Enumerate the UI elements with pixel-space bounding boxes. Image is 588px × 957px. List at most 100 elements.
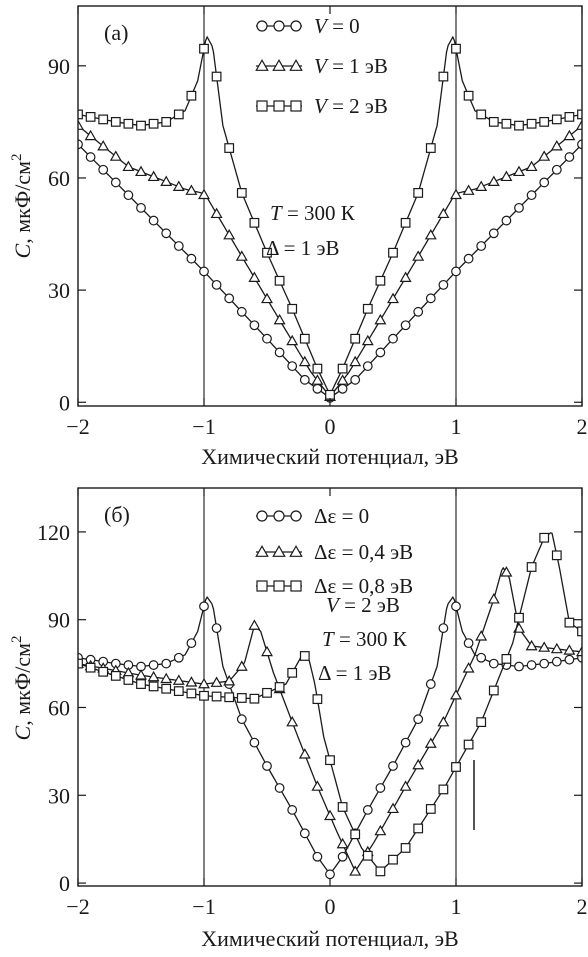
series-line: [78, 125, 582, 398]
data-point-square: [388, 247, 398, 258]
data-point-circle: [476, 241, 487, 251]
data-point-circle: [161, 228, 172, 239]
x-tick-label: −2: [66, 414, 89, 439]
data-point-triangle: [261, 645, 273, 657]
data-point-square: [262, 247, 272, 258]
x-tick-label: −2: [66, 894, 89, 919]
vertical-lines: [203, 6, 457, 406]
data-point-triangle: [538, 150, 551, 161]
y-tick-label: 120: [37, 520, 70, 545]
data-point-square: [173, 686, 184, 696]
data-point-circle: [186, 253, 197, 264]
data-point-triangle: [500, 566, 513, 577]
data-point-circle: [551, 164, 562, 175]
data-point-triangle: [272, 59, 286, 71]
data-point-triangle: [500, 170, 513, 182]
data-point-triangle: [172, 674, 185, 685]
series-square: [78, 532, 582, 877]
data-point-square: [78, 658, 83, 669]
plot-area: [78, 35, 582, 403]
data-point-triangle: [450, 689, 462, 700]
data-point-triangle: [311, 374, 324, 385]
data-point-square: [123, 118, 134, 129]
data-point-triangle: [424, 737, 437, 748]
data-point-circle: [451, 601, 461, 612]
data-point-square: [256, 580, 268, 592]
data-point-circle: [514, 202, 524, 213]
data-point-circle: [514, 661, 524, 672]
data-point-triangle: [412, 250, 425, 261]
annotation: V = 2 эВ: [326, 593, 400, 617]
data-point-triangle: [563, 644, 576, 655]
data-point-circle: [388, 333, 398, 344]
data-point-circle: [501, 215, 512, 226]
data-point-circle: [375, 347, 386, 358]
data-point-square: [299, 651, 310, 661]
x-axis-label: Химический потенциал, эВ: [201, 444, 458, 469]
data-point-circle: [312, 851, 323, 862]
data-point-circle: [539, 177, 550, 188]
data-point-circle: [148, 660, 159, 670]
data-point-circle: [110, 177, 121, 188]
data-point-triangle: [223, 228, 236, 240]
data-point-triangle: [513, 165, 525, 177]
data-point-triangle: [286, 715, 299, 727]
data-point-square: [476, 109, 487, 120]
data-point-circle: [274, 783, 285, 793]
axis-ticks: −2 −1 0 1 2 0 30 60 90: [48, 6, 588, 439]
data-point-triangle: [387, 292, 399, 304]
data-point-circle: [249, 320, 260, 331]
data-point-square: [476, 717, 487, 728]
data-point-circle: [299, 374, 310, 385]
data-point-triangle: [311, 780, 324, 791]
annotation: T = 300 К: [270, 201, 356, 225]
data-point-triangle: [198, 188, 210, 200]
data-point-square: [148, 118, 159, 129]
data-point-square: [123, 675, 134, 685]
data-point-circle: [274, 347, 285, 358]
data-point-triangle: [172, 180, 185, 191]
data-point-square: [362, 850, 373, 861]
data-point-circle: [85, 152, 96, 162]
data-point-square: [236, 188, 247, 198]
x-tick-label: −1: [192, 894, 215, 919]
data-point-triangle: [374, 824, 387, 836]
data-point-circle: [413, 714, 424, 725]
data-point-triangle: [563, 129, 576, 141]
y-axis-label: C, мкФ/см2: [9, 636, 35, 741]
data-point-circle: [287, 361, 298, 372]
legend-label: V = 0: [314, 14, 360, 38]
data-point-circle: [425, 293, 436, 304]
data-point-square: [438, 71, 449, 82]
data-point-triangle: [374, 313, 387, 325]
data-point-triangle: [361, 334, 374, 346]
data-point-square: [98, 114, 109, 125]
data-point-circle: [256, 510, 268, 522]
series-square: [78, 35, 582, 400]
data-point-circle: [337, 851, 348, 862]
data-point-square: [110, 116, 121, 127]
data-point-circle: [375, 783, 386, 793]
data-point-square: [564, 112, 575, 122]
data-point-circle: [78, 139, 83, 150]
data-point-square: [362, 303, 373, 314]
data-point-triangle: [78, 119, 84, 130]
x-axis-label: Химический потенциал, эВ: [201, 926, 458, 951]
data-point-triangle: [147, 170, 160, 182]
data-point-circle: [564, 654, 575, 665]
data-point-circle: [136, 202, 146, 213]
data-point-square: [463, 739, 474, 750]
data-point-triangle: [462, 662, 475, 673]
data-point-square: [148, 681, 159, 692]
data-point-triangle: [248, 271, 261, 282]
data-point-triangle: [289, 545, 303, 557]
data-point-circle: [256, 20, 268, 32]
data-point-triangle: [248, 619, 261, 630]
data-point-square: [136, 679, 146, 689]
data-point-triangle: [135, 165, 147, 177]
data-point-square: [350, 829, 361, 840]
data-point-triangle: [210, 676, 223, 687]
data-point-circle: [488, 228, 499, 239]
